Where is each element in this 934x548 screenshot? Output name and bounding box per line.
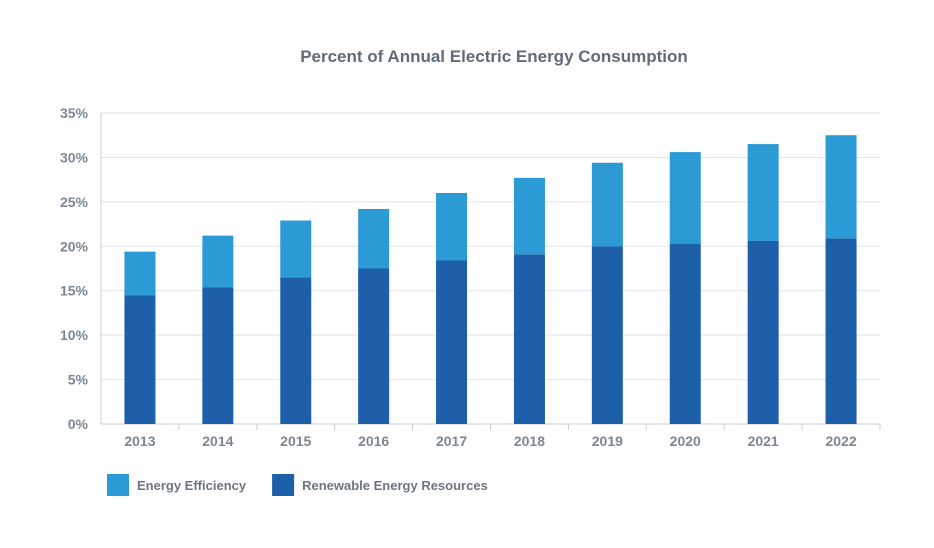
x-axis: 2013 2014 2015 2016 2017 2018 2019 2020 2021 2022 — [124, 424, 881, 449]
legend-swatch — [272, 474, 295, 496]
chart-title: Percent of Annual Electric Energy Consum… — [300, 47, 688, 66]
bar-segment — [747, 144, 779, 241]
x-tick-label: 2018 — [514, 433, 545, 449]
bar-segment — [280, 277, 312, 424]
bar-segment — [513, 254, 545, 424]
bar-segment — [358, 268, 390, 424]
bar-segment — [825, 238, 857, 424]
y-axis: 0% 5% 10% 15% 20% 25% 30% 35% — [60, 105, 102, 432]
bar-segment — [358, 208, 390, 269]
y-tick-label: 5% — [68, 372, 89, 388]
y-tick-label: 35% — [60, 105, 89, 121]
y-tick-label: 30% — [60, 149, 89, 165]
x-tick-label: 2013 — [124, 433, 155, 449]
legend-swatch — [107, 474, 129, 496]
y-tick-label: 20% — [60, 238, 89, 254]
y-tick-label: 0% — [68, 416, 89, 432]
x-tick-label: 2021 — [748, 433, 779, 449]
bar-segment — [747, 240, 779, 424]
bar-segment — [124, 251, 156, 296]
bar-segment — [513, 177, 545, 255]
x-tick-label: 2022 — [825, 433, 856, 449]
legend-label: Renewable Energy Resources — [302, 478, 488, 493]
bar-segment — [124, 295, 156, 424]
x-tick-label: 2016 — [358, 433, 389, 449]
x-tick-label: 2019 — [592, 433, 623, 449]
y-tick-label: 25% — [60, 194, 89, 210]
legend: Energy Efficiency Renewable Energy Resour… — [107, 474, 488, 496]
x-tick-label: 2017 — [436, 433, 467, 449]
y-tick-label: 15% — [60, 283, 89, 299]
bar-segment — [591, 246, 623, 424]
bar-segment — [202, 287, 234, 424]
bars — [124, 135, 857, 424]
x-tick-label: 2015 — [280, 433, 311, 449]
bar-segment — [280, 220, 312, 278]
bar-segment — [591, 162, 623, 247]
bar-segment — [825, 135, 857, 239]
bar-segment — [436, 192, 468, 261]
x-tick-label: 2014 — [202, 433, 233, 449]
y-tick-label: 10% — [60, 327, 89, 343]
x-tick-label: 2020 — [670, 433, 701, 449]
bar-segment — [669, 152, 701, 244]
bar-segment — [202, 235, 234, 288]
bar-segment — [669, 243, 701, 424]
legend-label: Energy Efficiency — [137, 478, 247, 493]
bar-segment — [436, 260, 468, 424]
